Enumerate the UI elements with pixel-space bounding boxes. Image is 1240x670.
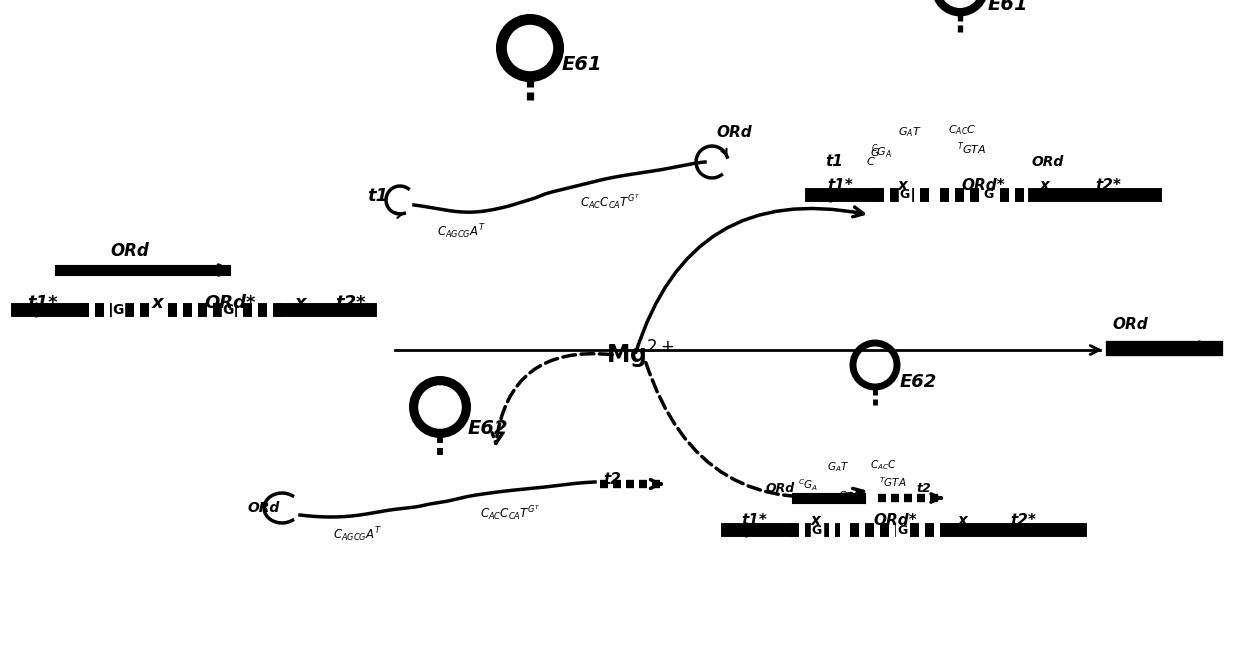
Text: t2*: t2* <box>335 294 366 312</box>
Text: Mg$^{2+}$: Mg$^{2+}$ <box>605 339 675 371</box>
Text: t1: t1 <box>367 187 388 205</box>
Text: G: G <box>812 523 822 537</box>
Text: ORd: ORd <box>1032 155 1064 169</box>
Text: $^C G_A$: $^C G_A$ <box>799 477 818 492</box>
Text: t2*: t2* <box>1011 513 1035 528</box>
Text: C: C <box>866 157 874 167</box>
Text: $^T GTA$: $^T GTA$ <box>879 475 906 489</box>
Text: $C_{AC}C$: $C_{AC}C$ <box>947 123 976 137</box>
Text: G: G <box>897 523 908 537</box>
Text: $C_{AC}C$: $C_{AC}C$ <box>869 458 897 472</box>
Text: $^C G_A$: $^C G_A$ <box>872 143 893 161</box>
Text: $^T GTA$: $^T GTA$ <box>957 140 987 157</box>
Text: ORd: ORd <box>110 242 149 260</box>
Text: ORd: ORd <box>715 125 751 140</box>
Text: $C_{AC}C_{CA}T^{G^T}$: $C_{AC}C_{CA}T^{G^T}$ <box>579 192 640 211</box>
Text: t1*: t1* <box>742 513 766 528</box>
Text: x: x <box>811 513 821 528</box>
Text: ORd*: ORd* <box>205 294 255 312</box>
Text: t1*: t1* <box>27 294 57 312</box>
Text: G: G <box>983 188 993 202</box>
Text: E62: E62 <box>467 419 508 438</box>
Text: C: C <box>838 491 846 501</box>
Text: G: G <box>870 148 879 158</box>
Text: t2: t2 <box>603 472 621 488</box>
Text: t2: t2 <box>916 482 931 494</box>
Text: $C_{AGCG}A^T$: $C_{AGCG}A^T$ <box>438 222 486 241</box>
Text: t1*: t1* <box>827 178 853 193</box>
Text: $G_{A}T$: $G_{A}T$ <box>827 460 849 474</box>
Text: ORd: ORd <box>766 482 795 494</box>
Text: x: x <box>295 294 306 312</box>
Text: E61: E61 <box>988 0 1029 15</box>
Text: ORd*: ORd* <box>961 178 1004 193</box>
Text: ORd: ORd <box>1112 317 1148 332</box>
Text: t1: t1 <box>825 155 843 170</box>
Text: $C_{AC}C_{CA}T^{G^T}$: $C_{AC}C_{CA}T^{G^T}$ <box>480 503 541 522</box>
Text: x: x <box>898 178 908 193</box>
Text: E61: E61 <box>562 56 603 74</box>
Text: ORd*: ORd* <box>873 513 916 528</box>
Text: $C_{AGCG}A^T$: $C_{AGCG}A^T$ <box>334 525 383 543</box>
Text: G: G <box>900 188 910 202</box>
Text: G: G <box>222 303 233 317</box>
Text: x: x <box>153 294 164 312</box>
Text: x: x <box>1040 178 1050 193</box>
Text: G: G <box>113 303 124 317</box>
Text: t2*: t2* <box>1095 178 1121 193</box>
Text: $G_{A}T$: $G_{A}T$ <box>898 125 921 139</box>
Text: E62: E62 <box>900 373 937 391</box>
Text: x: x <box>959 513 968 528</box>
Text: ORd: ORd <box>248 501 280 515</box>
